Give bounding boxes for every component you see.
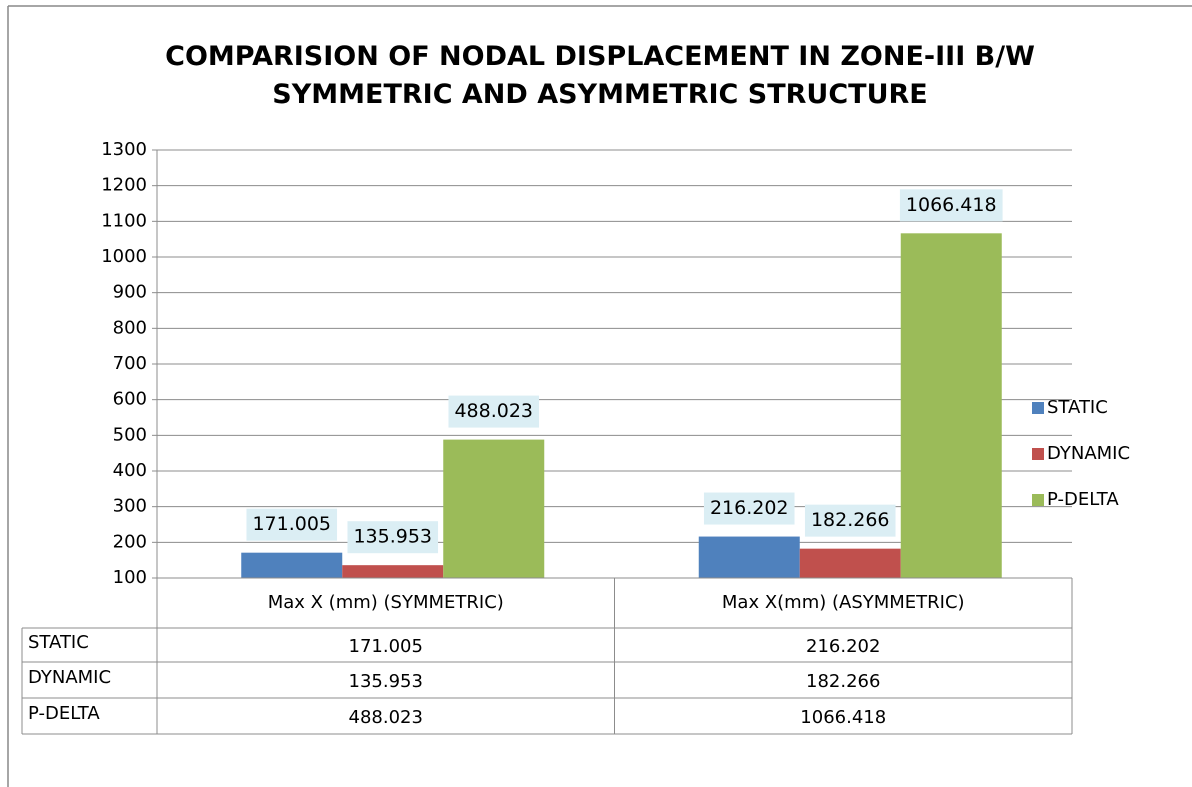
y-tick-label: 500 (113, 424, 147, 445)
bar (342, 565, 444, 578)
data-label: 1066.418 (906, 194, 997, 216)
bar (241, 552, 343, 578)
y-tick-label: 1100 (101, 210, 147, 231)
y-tick-label: 300 (113, 496, 147, 517)
data-label-bg (347, 521, 439, 554)
table-row-label: DYNAMIC (28, 667, 111, 688)
y-tick-label: 900 (113, 282, 147, 303)
bar (698, 536, 800, 578)
data-label: 182.266 (811, 509, 890, 531)
data-label-bg (899, 189, 1003, 222)
x-tick-label: Max X(mm) (ASYMMETRIC) (722, 592, 965, 613)
y-tick-label: 1200 (101, 175, 147, 196)
table-cell: 1066.418 (800, 707, 886, 728)
x-tick-label: Max X (mm) (SYMMETRIC) (268, 592, 504, 613)
legend-label: DYNAMIC (1047, 443, 1130, 464)
y-tick-label: 200 (113, 531, 147, 552)
y-tick-label: 1300 (101, 139, 147, 160)
data-label-bg (703, 492, 795, 525)
chart-title: COMPARISION OF NODAL DISPLACEMENT IN ZON… (165, 41, 1035, 110)
y-tick-label: 600 (113, 389, 147, 410)
data-label: 171.005 (252, 513, 331, 535)
legend-label: P-DELTA (1047, 489, 1119, 510)
y-tick-label: 100 (113, 567, 147, 588)
data-label-bg (246, 508, 338, 541)
legend-swatch (1032, 448, 1044, 460)
table-row-label: STATIC (28, 632, 89, 653)
table-cell: 171.005 (349, 636, 423, 657)
data-label-bg (804, 504, 896, 537)
legend-label: STATIC (1047, 397, 1108, 418)
table-cell: 182.266 (806, 671, 880, 692)
y-tick-label: 400 (113, 460, 147, 481)
data-label-bg (448, 395, 540, 428)
bar (900, 233, 1002, 578)
data-label: 488.023 (454, 400, 533, 422)
table-cell: 216.202 (806, 636, 880, 657)
table-cell: 135.953 (349, 671, 423, 692)
data-label: 135.953 (353, 526, 432, 548)
y-tick-label: 800 (113, 317, 147, 338)
table-cell: 488.023 (349, 707, 423, 728)
bar (799, 548, 901, 578)
legend-swatch (1032, 494, 1044, 506)
y-tick-label: 700 (113, 353, 147, 374)
table-row-label: P-DELTA (28, 703, 100, 724)
legend-swatch (1032, 402, 1044, 414)
data-label: 216.202 (710, 497, 789, 519)
bar (443, 439, 545, 578)
y-tick-label: 1000 (101, 246, 147, 267)
